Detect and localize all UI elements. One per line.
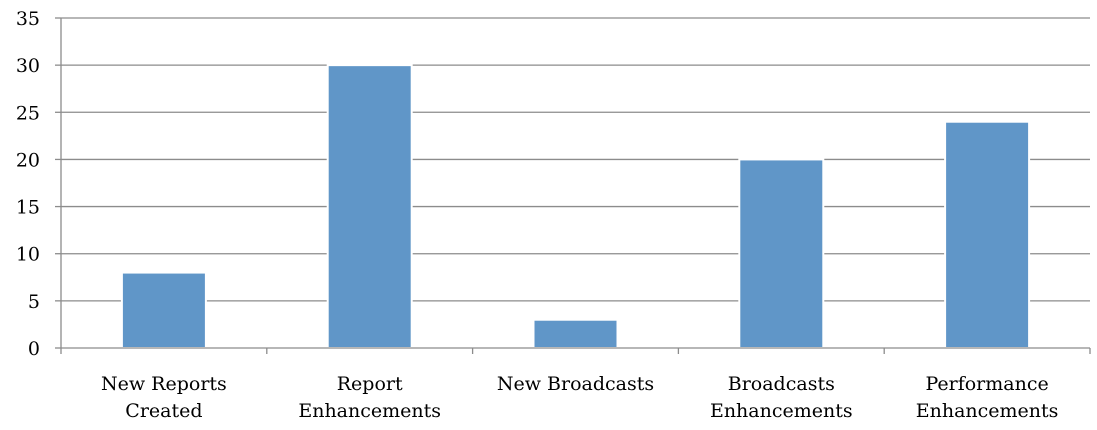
- x-tick-label: New Broadcasts: [497, 373, 654, 395]
- x-tick-label: Enhancements: [916, 400, 1059, 422]
- y-tick-label: 0: [28, 338, 40, 360]
- x-tick-label: Enhancements: [710, 400, 853, 422]
- x-tick-label: Performance: [925, 373, 1048, 395]
- y-tick-label: 35: [16, 8, 40, 30]
- y-tick-labels: 0 5 10 15 20 25 30 35: [16, 8, 40, 360]
- x-tick-label: Broadcasts: [728, 373, 835, 395]
- y-tick-label: 15: [16, 197, 40, 219]
- y-tick-label: 25: [16, 102, 40, 124]
- bar: [944, 120, 1031, 350]
- bar: [532, 318, 619, 350]
- axes: [55, 17, 1091, 354]
- x-tick-label: New Reports: [101, 373, 227, 395]
- x-tick-labels: New Reports Created Report Enhancements New …: [101, 373, 1058, 422]
- bar: [326, 64, 413, 350]
- y-tick-label: 30: [16, 55, 40, 77]
- bar: [120, 271, 207, 350]
- y-tick-label: 20: [16, 149, 40, 171]
- grid-lines: [61, 17, 1090, 302]
- bars: [120, 64, 1031, 350]
- y-tick-label: 5: [28, 291, 40, 313]
- x-tick-label: Enhancements: [298, 400, 441, 422]
- y-tick-label: 10: [16, 244, 40, 266]
- bar: [738, 158, 825, 349]
- x-tick-label: Report: [337, 373, 403, 395]
- x-tick-label: Created: [125, 400, 202, 422]
